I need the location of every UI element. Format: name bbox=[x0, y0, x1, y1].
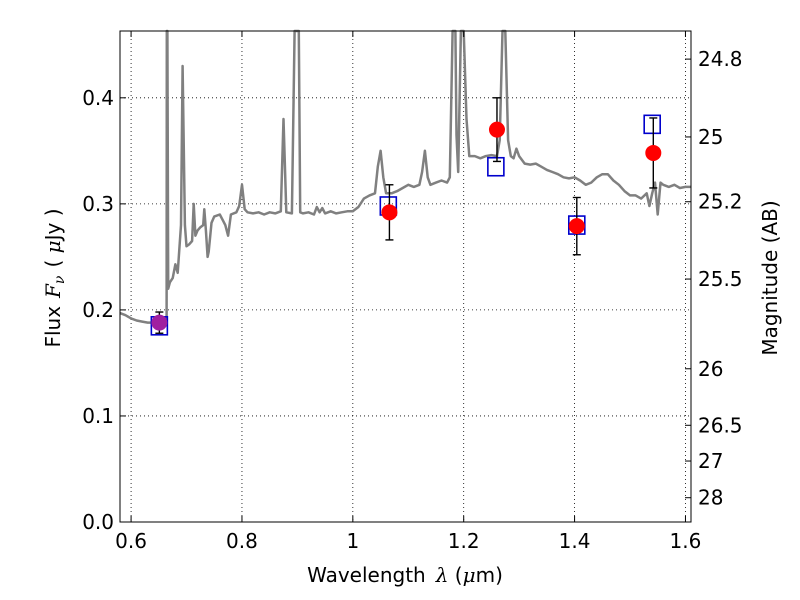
observed-point bbox=[568, 218, 585, 235]
y-tick-label: 0.0 bbox=[82, 510, 114, 534]
observed-points-layer bbox=[151, 97, 662, 334]
y-tick-label: 0.4 bbox=[82, 86, 114, 110]
y2-tick-label: 26.5 bbox=[698, 413, 743, 437]
y-tick-label: 0.3 bbox=[82, 192, 114, 216]
x-tick-label: 0.8 bbox=[226, 529, 258, 553]
spectrum-layer bbox=[119, 29, 691, 327]
observed-point bbox=[381, 204, 398, 221]
x-tick-label: 1.6 bbox=[670, 529, 702, 553]
y2-tick-label: 25.5 bbox=[698, 267, 743, 291]
ticks-layer: 0.6 0.8 1 1.2 1.4 1.6 0.0 0.1 0.2 0.3 0.4 24.8 25 25.… bbox=[82, 31, 743, 553]
observed-point bbox=[645, 144, 662, 161]
grid-layer bbox=[120, 31, 691, 523]
y-axis-label: FluxFν( μJy ) bbox=[41, 208, 68, 347]
x-axis-label: Wavelength λ (μm) bbox=[307, 563, 503, 587]
spectrum-line bbox=[119, 29, 691, 327]
y2-tick-label: 25.2 bbox=[698, 190, 743, 214]
plot-frame bbox=[119, 30, 692, 523]
y2-tick-label: 25 bbox=[698, 125, 723, 149]
y2-tick-label: 27 bbox=[698, 449, 723, 473]
y2-tick-label: 24.8 bbox=[698, 47, 743, 71]
y2-tick-label: 28 bbox=[698, 486, 723, 510]
y2-tick-label: 26 bbox=[698, 357, 723, 381]
observed-point bbox=[488, 121, 505, 138]
x-tick-label: 0.6 bbox=[115, 529, 147, 553]
observed-point bbox=[151, 314, 168, 331]
y2-axis-label: Magnitude (AB) bbox=[758, 200, 782, 355]
x-tick-label: 1 bbox=[346, 529, 359, 553]
y-tick-label: 0.1 bbox=[82, 404, 114, 428]
x-tick-label: 1.2 bbox=[448, 529, 480, 553]
x-tick-label: 1.4 bbox=[559, 529, 591, 553]
y-tick-label: 0.2 bbox=[82, 298, 114, 322]
model-square-point bbox=[487, 156, 505, 177]
model-square-point bbox=[643, 114, 661, 135]
